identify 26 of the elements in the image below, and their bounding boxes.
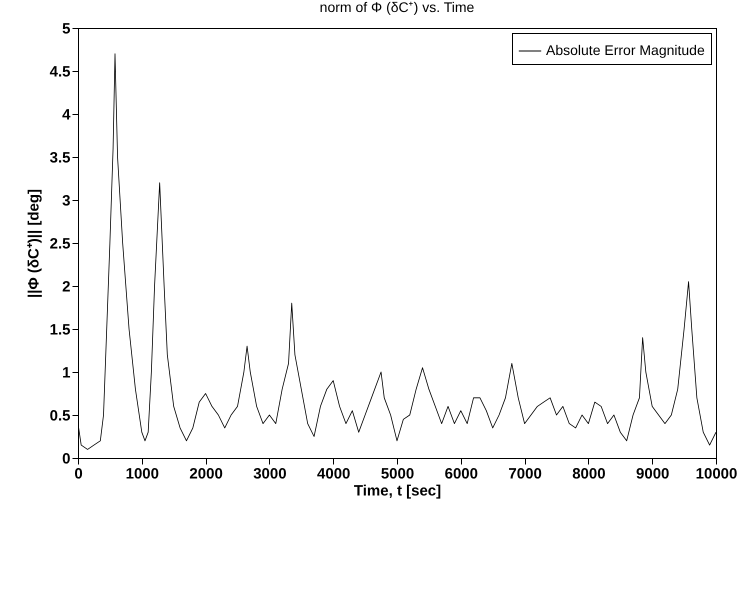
y-tick-label: 1	[62, 364, 70, 382]
x-tick-label: 7000	[508, 466, 542, 482]
y-tick-label: 2.5	[50, 236, 70, 252]
y-tick-label: 3.5	[50, 150, 70, 166]
x-tick-label: 3000	[253, 466, 287, 482]
y-tick-label: 0	[62, 450, 70, 468]
y-tick-label: 0.5	[50, 408, 70, 424]
y-tick-label: 4.5	[50, 64, 70, 80]
y-tick-label: 5	[62, 20, 70, 38]
x-tick-label: 1000	[126, 466, 159, 482]
x-tick-label: 9000	[636, 466, 670, 482]
y-tick-label: 1.5	[50, 322, 70, 338]
x-tick-label: 8000	[572, 466, 606, 482]
x-tick-label: 4000	[317, 466, 350, 482]
y-tick-label: 3	[62, 192, 70, 210]
x-tick-label: 2000	[189, 466, 223, 482]
chart-title: norm of Φ (δC⁺) vs. Time	[320, 0, 475, 15]
y-tick-label: 4	[62, 106, 72, 124]
legend-label: Absolute Error Magnitude	[546, 42, 705, 58]
x-tick-label: 0	[74, 466, 83, 482]
y-axis-title: ||Φ (δC⁺)|| [deg]	[26, 188, 43, 298]
x-tick-label: 6000	[444, 466, 478, 482]
x-tick-label: 10000	[696, 466, 738, 482]
x-tick-label: 5000	[380, 466, 414, 482]
x-axis-title: Time, t [sec]	[354, 482, 442, 500]
y-tick-label: 2	[62, 278, 70, 296]
